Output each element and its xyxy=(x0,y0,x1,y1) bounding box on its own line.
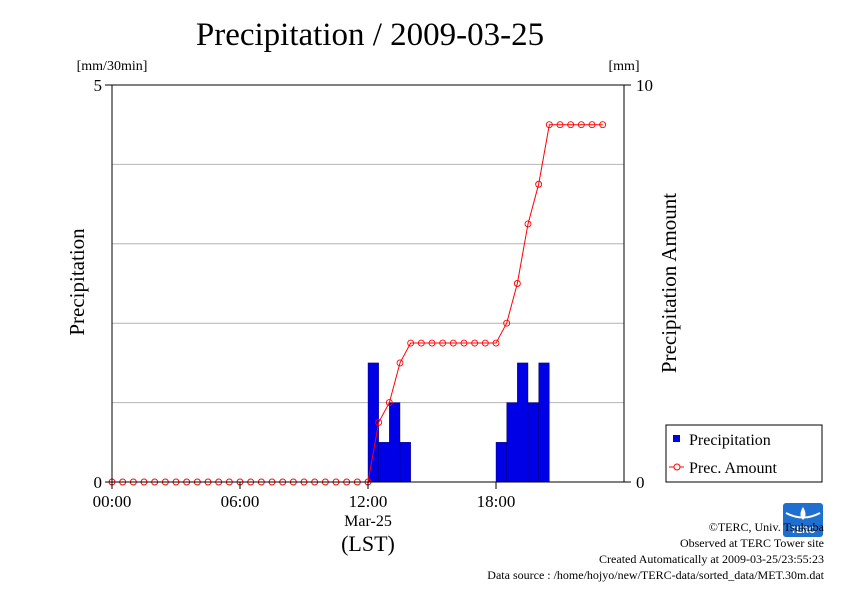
amount-point xyxy=(481,339,489,347)
amount-point xyxy=(439,339,447,347)
precipitation-bar xyxy=(495,442,507,483)
legend-amount-label: Prec. Amount xyxy=(689,460,778,477)
x-axis-label: (LST) xyxy=(341,531,395,556)
right-axis-unit: [mm] xyxy=(608,59,639,74)
legend-amount-marker xyxy=(673,463,681,471)
left-tick-label: 0 xyxy=(94,473,103,492)
amount-point xyxy=(535,180,543,188)
left-axis-label: Precipitation xyxy=(65,228,89,336)
right-tick-label: 0 xyxy=(636,473,645,492)
legend-precipitation-label: Precipitation xyxy=(689,432,771,449)
amount-point xyxy=(545,121,553,129)
x-date-label: Mar-25 xyxy=(344,513,392,530)
right-axis-label: Precipitation Amount xyxy=(657,193,681,373)
precipitation-bar xyxy=(367,362,379,483)
amount-point xyxy=(375,419,383,426)
amount-point xyxy=(385,399,393,407)
amount-point xyxy=(513,280,521,287)
amount-point xyxy=(396,359,404,367)
terc-logo-drop xyxy=(800,507,806,520)
amount-point xyxy=(460,339,468,347)
x-tick-label: 06:00 xyxy=(221,492,260,511)
credit-observed: Observed at TERC Tower site xyxy=(679,536,824,550)
precipitation-bars xyxy=(367,362,550,483)
precipitation-bar xyxy=(378,442,390,483)
amount-point xyxy=(588,121,596,129)
credit-source: Data source : /home/hojyo/new/TERC-data/… xyxy=(487,568,824,582)
amount-point xyxy=(599,121,607,129)
credit-created: Created Automatically at 2009-03-25/23:5… xyxy=(599,552,824,566)
amount-point xyxy=(556,121,564,129)
precipitation-bar xyxy=(538,362,550,483)
x-tick-label: 00:00 xyxy=(93,492,132,511)
terc-logo: TERC xyxy=(783,503,823,537)
left-axis-ticks: 05 xyxy=(94,76,112,492)
credits-block: ©TERC, Univ. Tsukuba Observed at TERC To… xyxy=(487,519,824,583)
amount-point xyxy=(524,220,532,228)
amount-point xyxy=(567,121,575,129)
amount-point xyxy=(577,121,585,129)
amount-point xyxy=(471,339,479,347)
legend-box xyxy=(665,424,823,483)
chart-title: Precipitation / 2009-03-25 xyxy=(196,17,544,53)
x-tick-label: 12:00 xyxy=(349,492,388,511)
left-tick-label: 5 xyxy=(94,76,103,95)
right-tick-label: 10 xyxy=(636,76,653,95)
precipitation-bar xyxy=(389,402,401,483)
right-axis-ticks: 0 10 xyxy=(624,76,653,492)
precipitation-bar xyxy=(506,402,518,483)
amount-point xyxy=(503,319,511,327)
amount-point xyxy=(492,339,500,347)
precipitation-bar xyxy=(399,442,411,483)
left-axis-unit: [mm/30min] xyxy=(77,59,148,74)
amount-point xyxy=(407,339,415,347)
legend-precipitation-swatch xyxy=(673,435,680,442)
credit-copyright: ©TERC, Univ. Tsukuba xyxy=(708,520,824,534)
terc-logo-text: TERC xyxy=(791,525,816,535)
amount-point xyxy=(449,339,457,347)
precipitation-bar xyxy=(517,362,529,483)
x-tick-label: 18:00 xyxy=(477,492,516,511)
x-axis-ticks: 00:00 06:00 12:00 18:00 xyxy=(93,482,516,511)
amount-point xyxy=(417,339,425,347)
legend: Precipitation Prec. Amount xyxy=(665,424,823,483)
amount-point xyxy=(428,339,436,347)
precipitation-bar xyxy=(527,402,539,483)
